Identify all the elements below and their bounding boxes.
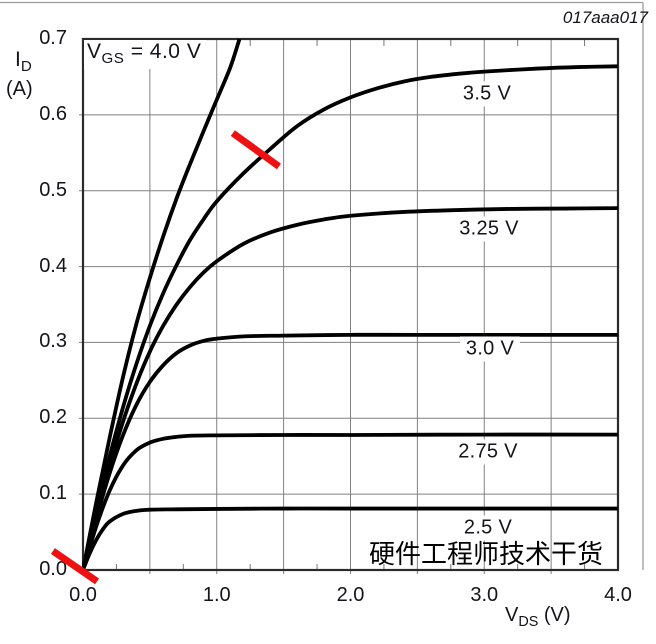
- curve-4.0v: [82, 38, 242, 571]
- curve-3.25v: [82, 206, 619, 571]
- x-axis-quantity: V: [505, 604, 519, 626]
- plot-border: [81, 37, 620, 572]
- vgs-symbol: V: [87, 40, 102, 63]
- curve-2.5v: [82, 506, 619, 571]
- curve-label-vgs-4v0: VGS = 4.0 V: [84, 40, 207, 70]
- curve-label-2v75: 2.75 V: [452, 439, 524, 465]
- x-axis-title: VDS (V): [505, 604, 571, 630]
- y-axis-symbol: ID: [6, 48, 33, 78]
- y-axis-unit: (A): [6, 78, 33, 101]
- vgs-value: = 4.0 V: [124, 40, 202, 63]
- curve-2.75v: [82, 432, 619, 571]
- y-axis-quantity: I: [15, 48, 21, 71]
- y-axis-subscript: D: [20, 58, 32, 76]
- figure-code-label: 017aaa017: [562, 8, 648, 27]
- curve-3.0v: [82, 332, 618, 571]
- vgs-subscript: GS: [101, 50, 125, 68]
- watermark-text: 硬件工程师技术干货: [369, 539, 604, 569]
- curve-label-2v5: 2.5 V: [457, 515, 519, 541]
- curve-label-3v5: 3.5 V: [456, 81, 518, 107]
- curve-label-3v0: 3.0 V: [459, 336, 521, 362]
- curve-label-3v25: 3.25 V: [453, 216, 525, 242]
- x-axis-subscript: DS: [518, 614, 539, 630]
- x-axis-unit: (V): [538, 604, 571, 626]
- y-axis-title: ID (A): [6, 48, 33, 101]
